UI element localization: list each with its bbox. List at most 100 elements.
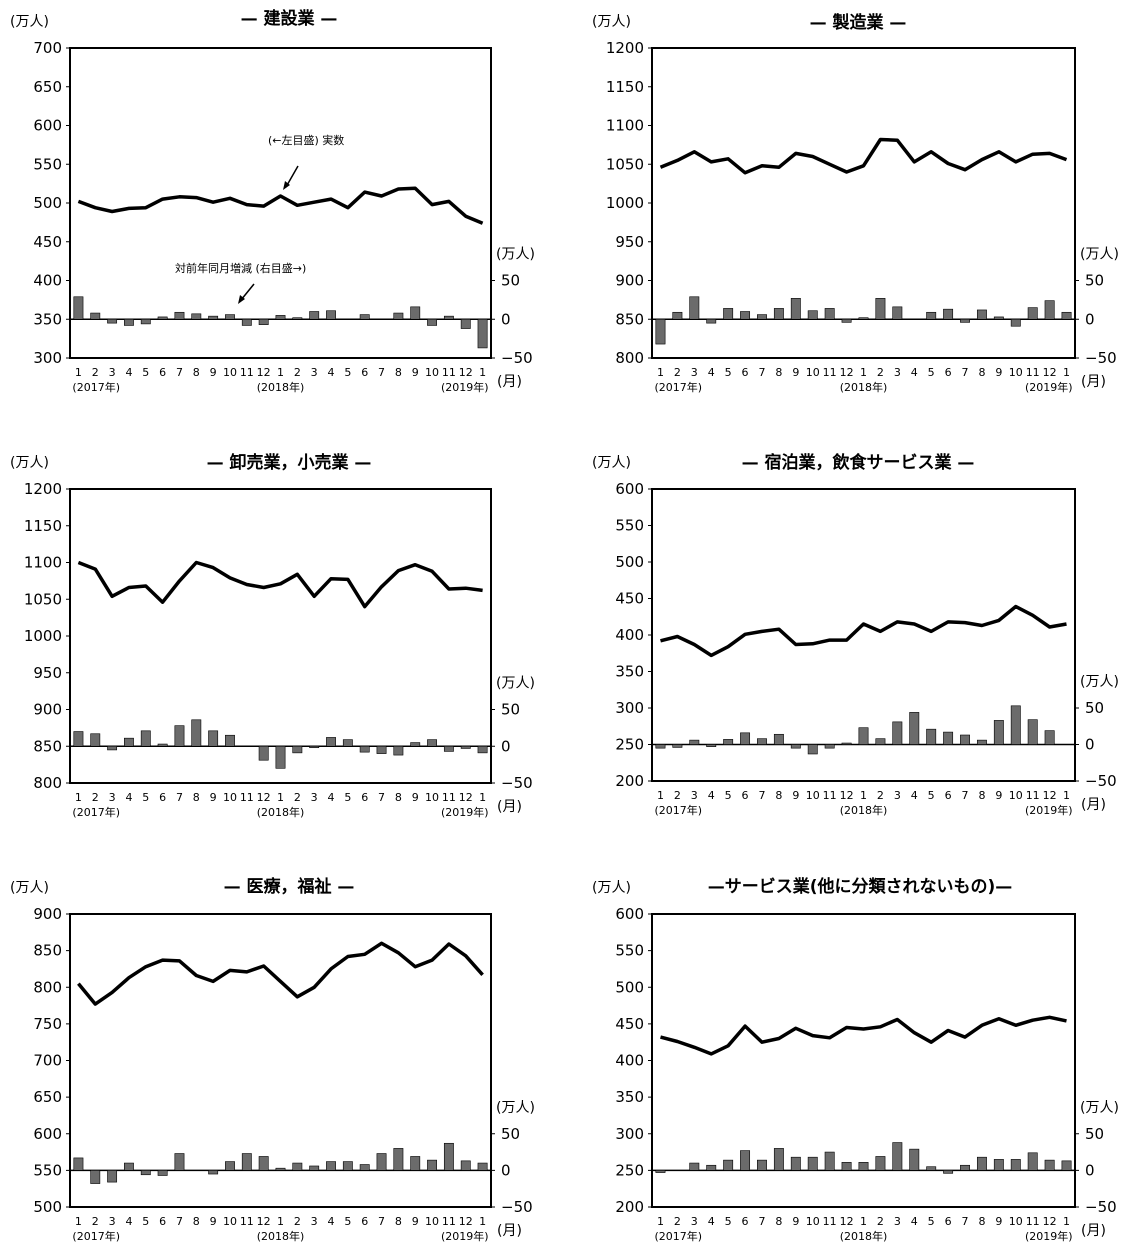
bar-18 <box>943 308 954 320</box>
bar-6 <box>157 1170 168 1176</box>
month-label: 2 <box>92 791 99 804</box>
month-label: 12 <box>459 791 473 804</box>
bar-20 <box>393 1148 404 1171</box>
bar-24 <box>460 745 471 749</box>
bar-10 <box>807 744 818 755</box>
bar-25 <box>477 745 488 754</box>
month-label: 3 <box>894 1215 901 1228</box>
bar-20 <box>976 739 987 745</box>
bar-16 <box>326 1161 336 1171</box>
left-tick-label: 950 <box>615 233 644 251</box>
left-tick-label: 600 <box>33 1125 62 1143</box>
bar-7 <box>757 314 767 320</box>
month-label: 3 <box>311 1215 318 1228</box>
month-label: 1 <box>1063 366 1070 379</box>
chart-panel-6: —サービス業(他に分類されないもの)—(万人)60055050045040035… <box>592 876 1119 1243</box>
bar-17 <box>926 728 937 745</box>
month-label: 11 <box>1026 1215 1040 1228</box>
year-label-2017: (2017年) <box>72 1229 120 1243</box>
bar-9 <box>208 730 219 747</box>
left-tick-label: 600 <box>615 905 644 923</box>
month-label: 11 <box>823 1215 837 1228</box>
month-label: 1 <box>277 791 284 804</box>
month-label: 8 <box>978 366 985 379</box>
left-tick-label: 200 <box>615 1198 644 1216</box>
month-label: 9 <box>412 366 419 379</box>
left-tick-label: 400 <box>33 272 62 290</box>
bar-5 <box>723 739 734 745</box>
bar-10 <box>225 1161 235 1171</box>
bar-23 <box>1027 719 1038 745</box>
left-tick-label: 850 <box>33 737 62 755</box>
right-tick-label: 50 <box>501 1125 520 1143</box>
month-label: 5 <box>344 366 351 379</box>
month-label: 11 <box>823 366 837 379</box>
bar-14 <box>292 1162 303 1171</box>
left-axis-unit: (万人) <box>592 455 631 471</box>
bar-15 <box>892 721 903 745</box>
month-label: 6 <box>361 1215 368 1228</box>
right-tick-label: 50 <box>501 272 520 290</box>
chart-panel-2: — 製造業 —(万人)12001150110010501000950900850… <box>592 12 1119 394</box>
bar-19 <box>960 734 970 745</box>
bar-4 <box>706 1164 717 1171</box>
month-label: 3 <box>109 791 116 804</box>
month-label: 9 <box>792 1215 799 1228</box>
month-label: 1 <box>75 1215 82 1228</box>
month-label: 1 <box>277 366 284 379</box>
month-label: 3 <box>691 789 698 802</box>
bar-13 <box>858 317 869 320</box>
bar-22 <box>427 318 437 326</box>
series-line <box>77 941 484 1006</box>
left-tick-label: 800 <box>33 978 62 996</box>
bar-14 <box>292 745 303 754</box>
bar-9 <box>790 744 801 749</box>
left-tick-label: 400 <box>615 626 644 644</box>
bar-22 <box>1010 1159 1021 1171</box>
bar-9 <box>208 1170 219 1175</box>
bar-24 <box>1044 730 1055 745</box>
month-label: 3 <box>691 1215 698 1228</box>
month-label: 2 <box>674 1215 681 1228</box>
month-label: 5 <box>142 1215 149 1228</box>
month-label: 6 <box>159 1215 166 1228</box>
chart-panel-1: — 建設業 —(万人)700650600550500450400350300(万… <box>10 8 535 394</box>
bar-23 <box>1027 1152 1038 1171</box>
month-label: 6 <box>945 366 952 379</box>
month-label: 4 <box>328 1215 335 1228</box>
month-label: 4 <box>708 366 715 379</box>
month-label: 4 <box>911 789 918 802</box>
left-tick-label: 600 <box>33 117 62 135</box>
bar-1 <box>73 296 84 320</box>
month-label: 9 <box>412 791 419 804</box>
bar-24 <box>460 318 471 329</box>
left-axis-unit: (万人) <box>10 14 49 30</box>
left-tick-label: 900 <box>615 272 644 290</box>
month-label: 10 <box>806 366 820 379</box>
left-tick-label: 650 <box>33 78 62 96</box>
bar-3 <box>689 296 700 320</box>
left-tick-label: 900 <box>33 701 62 719</box>
month-label: 3 <box>691 366 698 379</box>
bar-21 <box>410 306 421 320</box>
bar-annotation-arrowhead <box>238 295 245 304</box>
bar-2 <box>90 733 101 747</box>
month-label: 2 <box>877 1215 884 1228</box>
left-tick-label: 1200 <box>606 39 644 57</box>
month-label: 1 <box>75 791 82 804</box>
left-tick-label: 1000 <box>24 627 62 645</box>
left-tick-label: 550 <box>615 942 644 960</box>
month-unit: (月) <box>497 1223 522 1239</box>
month-label: 12 <box>459 366 473 379</box>
month-label: 12 <box>840 789 854 802</box>
year-label-2018: (2018年) <box>257 380 305 394</box>
bar-25 <box>1061 311 1072 320</box>
year-label-2018: (2018年) <box>840 803 888 817</box>
bar-2 <box>672 311 683 320</box>
bar-12 <box>841 742 852 745</box>
month-label: 10 <box>223 366 237 379</box>
year-label-2017: (2017年) <box>654 803 702 817</box>
left-tick-label: 450 <box>615 1015 644 1033</box>
bar-21 <box>993 720 1004 745</box>
year-label-2017: (2017年) <box>654 1229 702 1243</box>
